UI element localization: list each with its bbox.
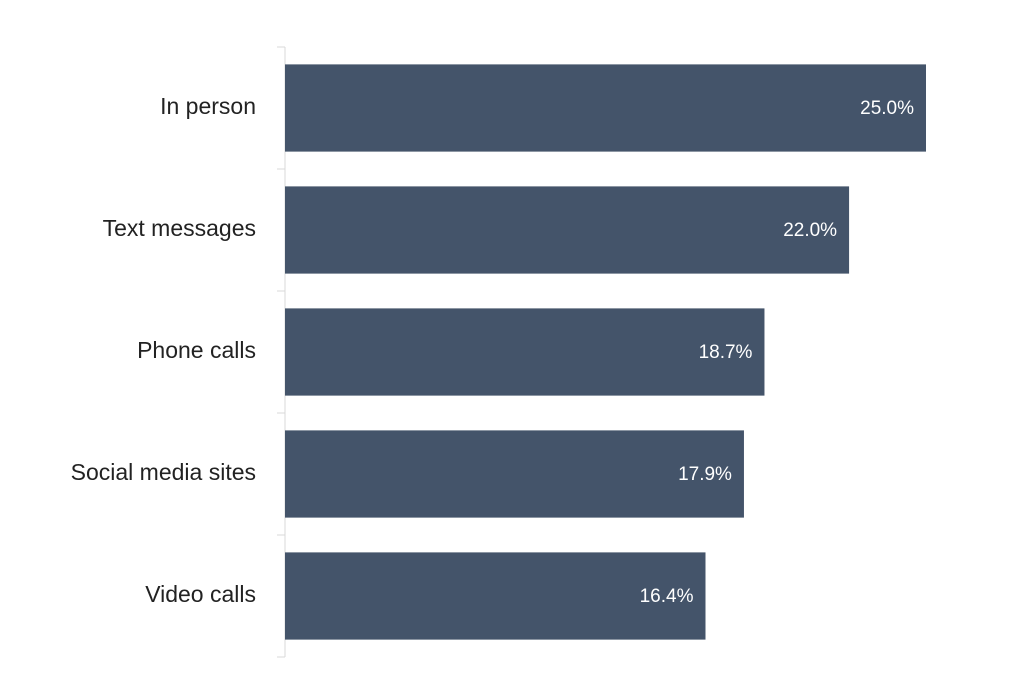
category-label: Text messages xyxy=(103,215,256,241)
bar xyxy=(285,430,744,518)
category-label: Phone calls xyxy=(137,337,256,363)
value-label: 16.4% xyxy=(640,586,694,607)
value-label: 25.0% xyxy=(860,98,914,119)
value-label: 17.9% xyxy=(678,464,732,485)
value-label: 22.0% xyxy=(783,220,837,241)
bar xyxy=(285,552,706,640)
bar xyxy=(285,186,850,274)
category-label: In person xyxy=(160,93,256,119)
bar xyxy=(285,308,765,396)
category-label: Social media sites xyxy=(71,459,256,485)
category-label: Video calls xyxy=(145,581,256,607)
value-label: 18.7% xyxy=(699,342,753,363)
bar xyxy=(285,64,926,152)
